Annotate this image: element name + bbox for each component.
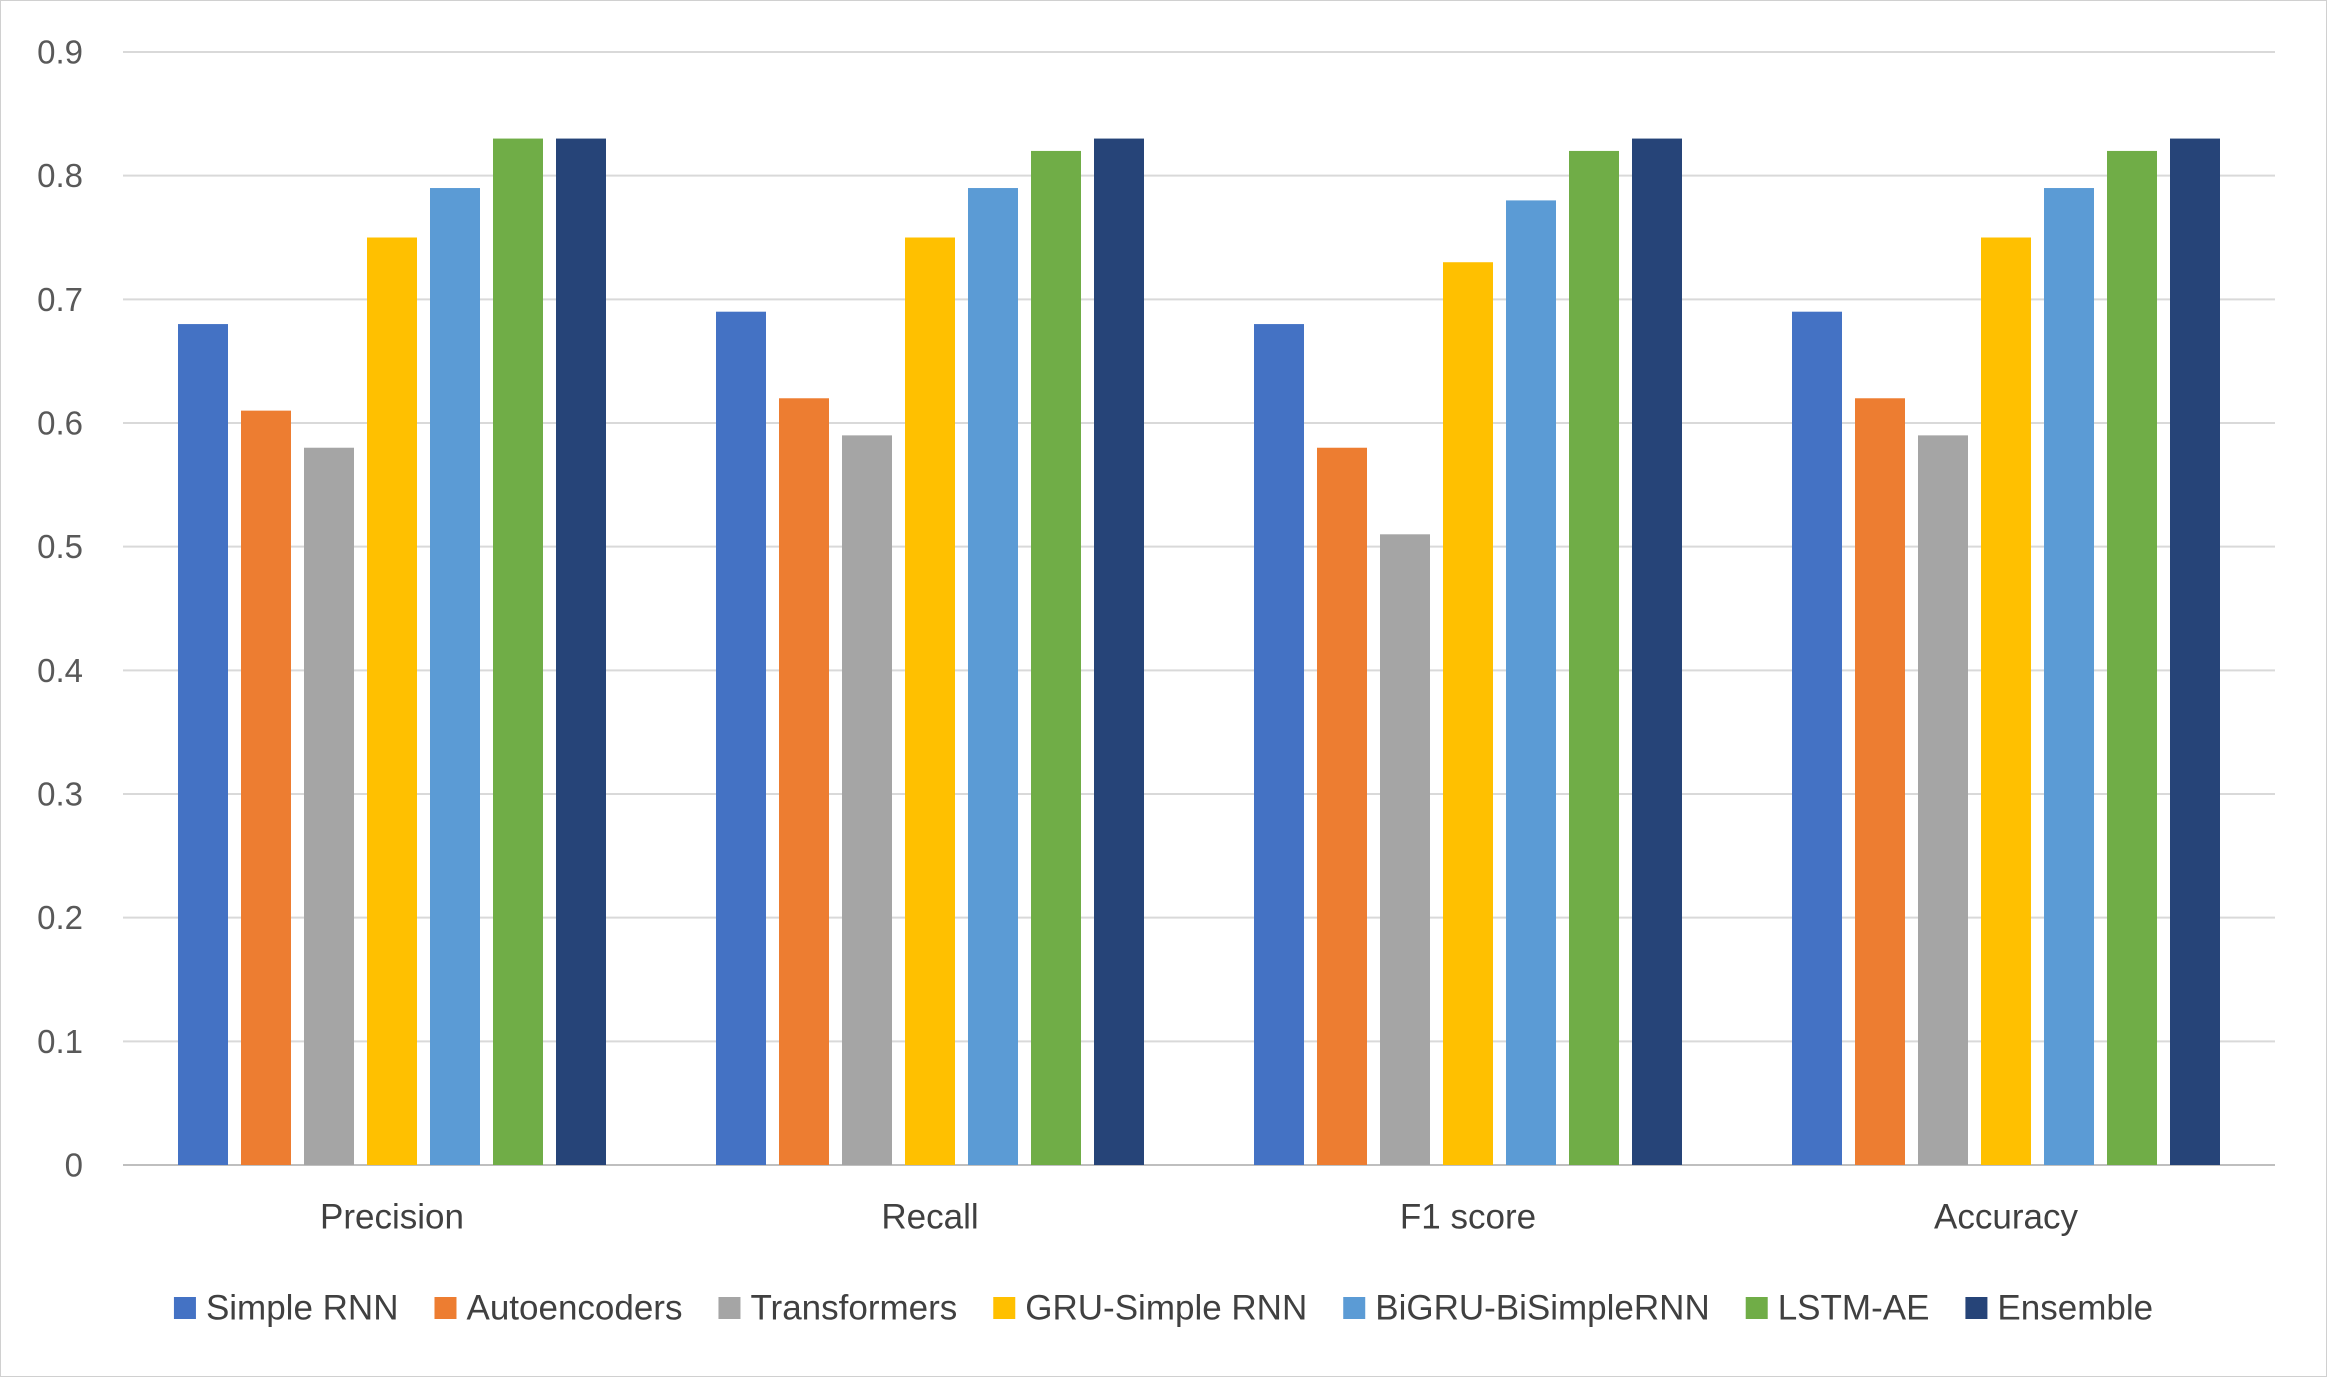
- bar: [367, 237, 417, 1165]
- bar: [1443, 262, 1493, 1165]
- bar: [968, 188, 1018, 1166]
- bar: [241, 410, 291, 1166]
- bar: [1031, 150, 1081, 1165]
- legend-swatch: [1343, 1297, 1366, 1319]
- bar: [1506, 200, 1556, 1165]
- legend-label: LSTM-AE: [1778, 1289, 1930, 1328]
- legend-swatch: [993, 1297, 1016, 1319]
- legend-item: Simple RNN: [173, 1289, 399, 1328]
- bar: [1094, 138, 1144, 1166]
- bar: [1981, 237, 2031, 1165]
- y-tick-label: 0: [65, 1147, 83, 1184]
- bar: [2107, 150, 2157, 1165]
- legend-swatch: [173, 1297, 196, 1319]
- bar: [2044, 188, 2094, 1166]
- x-category-label: Accuracy: [1934, 1198, 2078, 1237]
- legend-item: GRU-Simple RNN: [993, 1289, 1307, 1328]
- y-tick-label: 0.3: [37, 776, 83, 813]
- bar: [1632, 138, 1682, 1166]
- bar: [716, 311, 766, 1165]
- legend-item: BiGRU-BiSimpleRNN: [1343, 1289, 1710, 1328]
- y-tick-label: 0.8: [37, 157, 83, 194]
- gridlines: [123, 51, 2275, 1166]
- y-tick-label: 0.9: [37, 34, 83, 71]
- bar: [779, 398, 829, 1165]
- y-axis-tick-labels: 0 0.1 0.2 0.3 0.4 0.5 0.6 0.7 0.8 0.9: [37, 34, 83, 1184]
- bar: [905, 237, 955, 1165]
- legend-item: Autoencoders: [434, 1289, 682, 1328]
- bar: [178, 324, 228, 1166]
- bar: [1918, 435, 1968, 1165]
- bar: [1317, 447, 1367, 1165]
- y-tick-label: 0.1: [37, 1023, 83, 1060]
- x-category-label: Precision: [320, 1198, 464, 1237]
- bar: [304, 447, 354, 1165]
- y-tick-label: 0.2: [37, 899, 83, 936]
- legend: Simple RNN Autoencoders Transformers GRU-Si…: [173, 1289, 2153, 1328]
- legend-label: Ensemble: [1997, 1289, 2153, 1328]
- legend-label: Autoencoders: [466, 1289, 682, 1328]
- y-tick-label: 0.4: [37, 652, 83, 689]
- legend-swatch: [434, 1297, 457, 1319]
- legend-label: Simple RNN: [206, 1289, 399, 1328]
- bar: [1855, 398, 1905, 1165]
- bars: [178, 138, 2220, 1166]
- bar: [2170, 138, 2220, 1166]
- bar: [1380, 534, 1430, 1165]
- bar: [556, 138, 606, 1166]
- bar: [493, 138, 543, 1166]
- legend-item: Ensemble: [1965, 1289, 2153, 1328]
- bar: [1254, 324, 1304, 1166]
- legend-swatch: [718, 1297, 741, 1319]
- legend-item: Transformers: [718, 1289, 957, 1328]
- y-tick-label: 0.6: [37, 405, 83, 442]
- x-category-label: Recall: [881, 1198, 978, 1237]
- bar: [842, 435, 892, 1165]
- bar: [1792, 311, 1842, 1165]
- legend-label: Transformers: [750, 1289, 957, 1328]
- legend-item: LSTM-AE: [1745, 1289, 1930, 1328]
- legend-swatch: [1965, 1297, 1988, 1319]
- bar: [430, 188, 480, 1166]
- legend-label: GRU-Simple RNN: [1025, 1289, 1307, 1328]
- x-axis-category-labels: Precision Recall F1 score Accuracy: [320, 1198, 2078, 1237]
- x-category-label: F1 score: [1400, 1198, 1536, 1237]
- legend-label: BiGRU-BiSimpleRNN: [1375, 1289, 1709, 1328]
- legend-swatch: [1745, 1297, 1768, 1319]
- bar: [1569, 150, 1619, 1165]
- y-tick-label: 0.7: [37, 281, 83, 318]
- y-tick-label: 0.5: [37, 528, 83, 565]
